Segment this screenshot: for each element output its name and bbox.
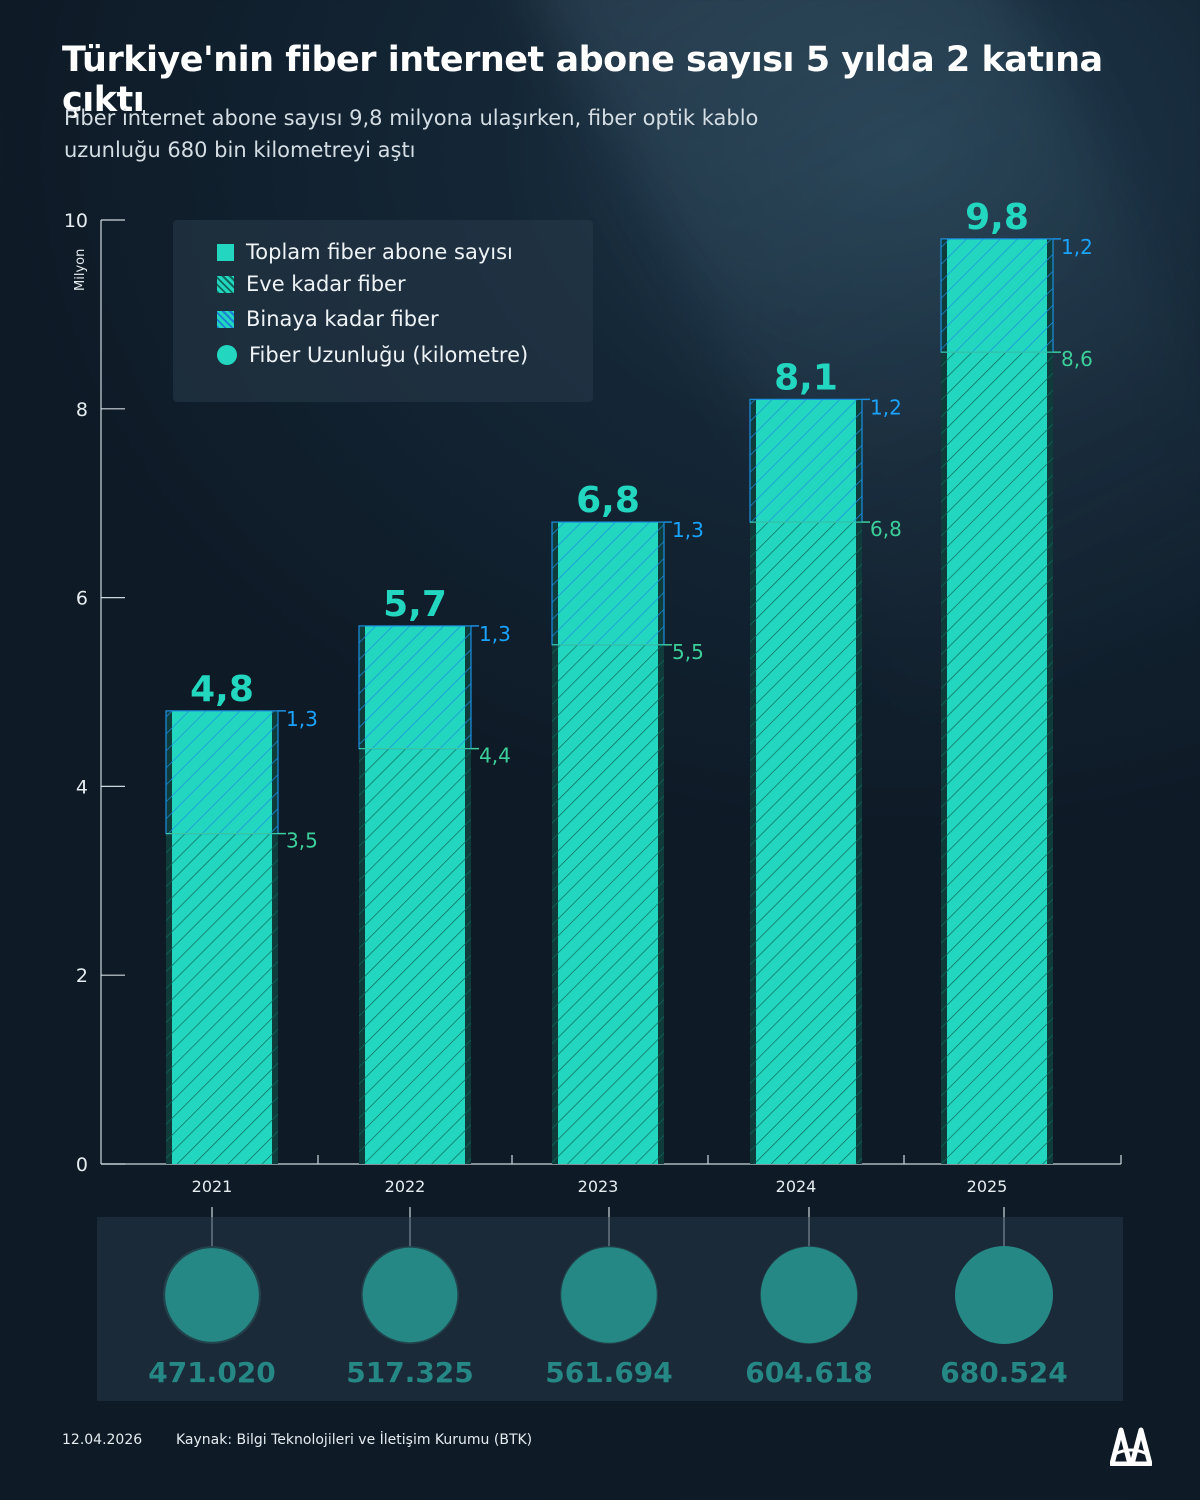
y-tick-label-10: 10 [64,210,88,232]
total-label-2022: 5,7 [383,584,447,625]
y-tick-label-0: 0 [76,1154,88,1176]
x-tick-label-2022: 2022 [385,1177,426,1196]
building-label-2022: 1,3 [479,622,511,646]
aa-logo-icon [1110,1427,1152,1466]
page-subtitle: Fiber internet abone sayısı 9,8 milyona … [64,106,759,162]
bar-building-hatch-2023 [552,522,664,645]
y-tick-label-6: 6 [76,588,88,610]
home-label-2021: 3,5 [286,829,318,853]
x-tick-label-2023: 2023 [578,1177,619,1196]
total-label-2024: 8,1 [774,357,838,398]
legend-swatch-building [217,310,234,328]
bar-home-hatch-2024 [750,522,862,1164]
building-label-2025: 1,2 [1061,235,1093,259]
bar-group-2025: 9,8 1,2 8,6 2025 [940,197,1093,1196]
building-label-2023: 1,3 [672,518,704,542]
total-label-2021: 4,8 [190,669,254,710]
home-label-2025: 8,6 [1061,347,1093,371]
bar-home-hatch-2021 [166,833,278,1164]
x-tick-label-2025: 2025 [967,1177,1008,1196]
y-tick-label-2: 2 [76,965,88,987]
bar-group-2021: 4,8 1,3 3,5 2021 [165,669,318,1196]
legend-swatch-length [217,345,237,365]
legend-item-building: Binaya kadar fiber [217,305,439,333]
bar-home-hatch-2025 [941,352,1053,1164]
bar-building-hatch-2022 [359,625,471,749]
home-label-2024: 6,8 [870,517,902,541]
bar-group-2024: 8,1 1,2 6,8 2024 [749,357,902,1196]
footer-source: Kaynak: Bilgi Teknolojileri ve İletişim … [176,1432,533,1448]
fiber-length-panel [97,1217,1123,1401]
legend-item-total: Toplam fiber abone sayısı [217,238,513,266]
bar-building-hatch-2024 [750,399,862,523]
y-tick-label-8: 8 [76,399,88,421]
footer-date: 12.04.2026 [62,1432,143,1448]
legend-label-total: Toplam fiber abone sayısı [246,240,513,264]
home-label-2022: 4,4 [479,744,511,768]
legend-label-building: Binaya kadar fiber [246,307,439,331]
legend-item-home: Eve kadar fiber [217,270,406,298]
y-axis-label: Milyon [73,249,88,291]
page-title: Türkiye'nin fiber internet abone sayısı … [62,40,1103,120]
legend-label-length: Fiber Uzunluğu (kilometre) [249,343,529,367]
legend-label-home: Eve kadar fiber [246,272,406,296]
building-label-2021: 1,3 [286,707,318,731]
total-label-2023: 6,8 [576,480,640,521]
bar-home-hatch-2023 [552,644,664,1164]
x-tick-label-2024: 2024 [776,1177,817,1196]
total-label-2025: 9,8 [965,197,1029,238]
bar-building-hatch-2025 [941,238,1053,353]
legend-swatch-total [217,243,234,261]
bar-building-hatch-2021 [166,710,278,834]
building-label-2024: 1,2 [870,395,902,419]
legend-swatch-home [217,275,234,293]
bar-group-2022: 5,7 1,3 4,4 2022 [358,584,511,1196]
y-tick-label-4: 4 [76,776,88,798]
x-tick-label-2021: 2021 [192,1177,233,1196]
home-label-2023: 5,5 [672,640,704,664]
legend-item-length: Fiber Uzunluğu (kilometre) [217,341,528,369]
bar-home-hatch-2022 [359,748,471,1164]
bars-layer: 4,8 1,3 3,5 2021 5,7 1,3 4,4 2022 6,8 1,3 5,5 2023 8… [165,197,1093,1196]
bar-group-2023: 6,8 1,3 5,5 2023 [551,480,704,1196]
legend: Toplam fiber abone sayısı Eve kadar fibe… [173,220,593,402]
